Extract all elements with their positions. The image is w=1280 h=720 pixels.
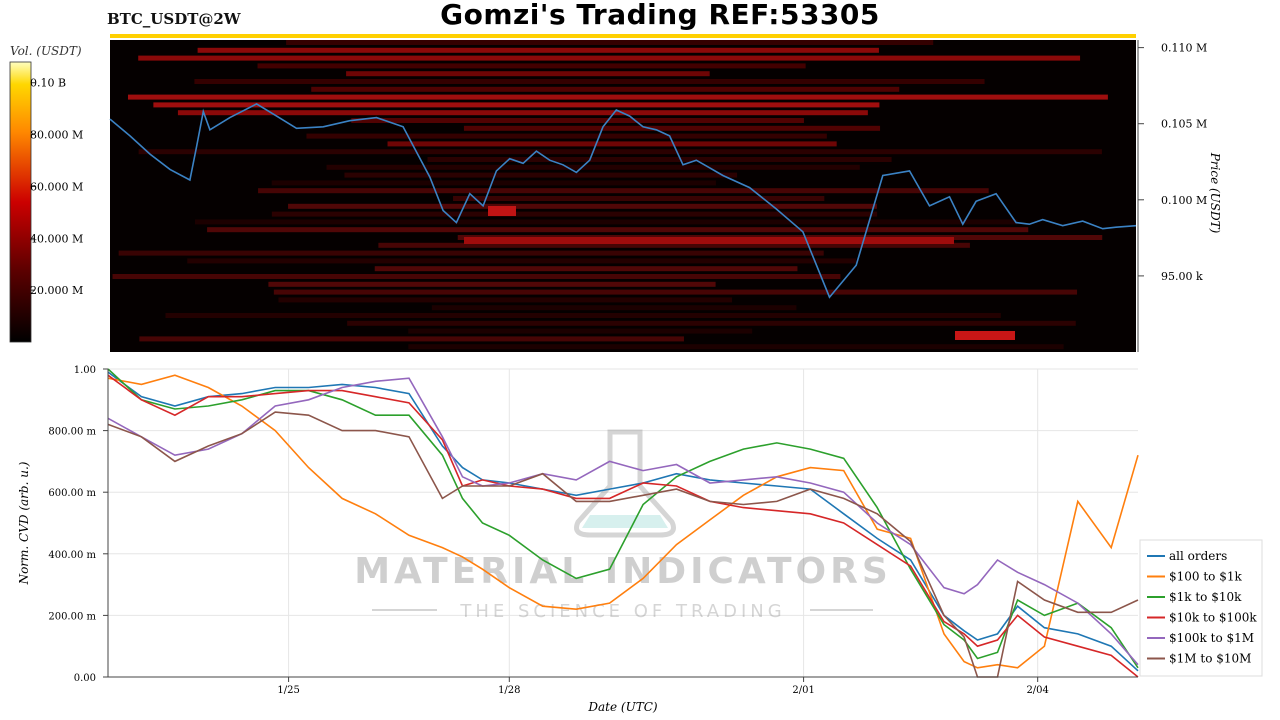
cvd-y-tick-label: 600.00 m [48, 488, 96, 499]
watermark-flask-icon [574, 429, 676, 538]
colorbar-tick-label: 20.000 M [30, 284, 83, 297]
heatmap-band [207, 227, 1029, 233]
heatmap-band [326, 164, 860, 170]
heatmap-band [258, 188, 989, 194]
heatmap-band [127, 94, 1108, 100]
heatmap-band [347, 320, 1076, 326]
heatmap-panel [110, 40, 1136, 352]
colorbar-label: Vol. (USDT) [10, 44, 82, 58]
watermark-flask-liquid [582, 515, 668, 528]
legend-entry: all orders [1169, 549, 1227, 563]
watermark: MATERIAL INDICATORS THE SCIENCE OF TRADI… [354, 429, 892, 622]
heatmap-band [268, 281, 716, 287]
heatmap-band [311, 86, 900, 92]
colorbar-tick-label: 80.000 M [30, 129, 83, 142]
heatmap-band [177, 110, 868, 116]
colorbar-ticks: 0.10 B 80.000 M 60.000 M 40.000 M 20.000 M [30, 77, 83, 297]
cvd-series-lines [107, 368, 1139, 678]
price-tick-label: 0.105 M [1161, 118, 1207, 131]
cvd-series--10k-to-100k [107, 374, 1139, 678]
heatmap-band [378, 242, 970, 248]
cvd-y-tick-label: 200.00 m [48, 611, 96, 622]
heatmap-band [165, 313, 1001, 318]
heatmap-bands [112, 40, 1108, 350]
heatmap-band [463, 125, 881, 131]
cvd-x-tick-label: 2/04 [1026, 685, 1048, 696]
heatmap-band [286, 40, 934, 45]
cvd-x-tick-label: 1/25 [277, 685, 299, 696]
watermark-subtitle: THE SCIENCE OF TRADING [459, 601, 785, 622]
heatmap-band [464, 237, 954, 244]
cvd-series--1k-to-10k [107, 368, 1139, 669]
cvd-x-tick-label: 2/01 [792, 685, 814, 696]
heatmap-band [306, 133, 827, 139]
cvd-panel [108, 369, 1138, 677]
heatmap-band [278, 297, 733, 303]
heatmap-band [271, 180, 716, 186]
heatmap-band [257, 63, 806, 69]
colorbar-tick-label: 40.000 M [30, 232, 83, 245]
heatmap-band [453, 196, 825, 201]
heatmap-top-band [110, 34, 1136, 38]
colorbar-tick-label: 60.000 M [30, 180, 83, 193]
price-tick-label: 0.100 M [1161, 194, 1207, 207]
price-axis-ticks: 0.110 M 0.105 M 0.100 M 95.00 k [1138, 42, 1207, 283]
cvd-series--100-to-1k [107, 374, 1139, 669]
legend-entry: $1k to $10k [1169, 590, 1242, 604]
heatmap-band [387, 141, 837, 147]
colorbar-tick-label: 0.10 B [30, 77, 66, 90]
heatmap-band [138, 149, 1102, 155]
legend-entry: $1M to $10M [1169, 652, 1251, 666]
legend-entry: $100 to $1k [1169, 570, 1242, 584]
heatmap-band [194, 79, 985, 84]
heatmap-band [346, 71, 710, 77]
price-axis-label: Price (USDT) [1208, 152, 1222, 234]
heatmap-band [351, 118, 804, 123]
heatmap-band [118, 250, 824, 256]
price-tick-label: 0.110 M [1161, 42, 1207, 55]
cvd-y-tick-label: 1.00 [74, 365, 96, 376]
x-axis-label: Date (UTC) [587, 700, 657, 714]
cvd-y-tick-label: 400.00 m [48, 550, 96, 561]
heatmap-band [112, 274, 841, 279]
legend-items: all orders $100 to $1k $1k to $10k $10k to … [1147, 549, 1257, 666]
heatmap-band [271, 211, 878, 217]
cvd-y-ticks: 1.00 800.00 m 600.00 m 400.00 m 200.00 m 0.00 [48, 365, 108, 684]
price-tick-label: 95.00 k [1161, 270, 1203, 283]
legend-entry: $100k to $1M [1169, 631, 1254, 645]
legend [1139, 539, 1263, 677]
cvd-x-tick-label: 1/28 [498, 685, 520, 696]
heatmap-band [288, 203, 877, 209]
heatmap-band [153, 102, 880, 108]
legend-entry: $10k to $100k [1169, 611, 1257, 625]
watermark-title: MATERIAL INDICATORS [354, 551, 892, 592]
heatmap-band [427, 157, 892, 162]
heatmap-band [374, 266, 798, 272]
heatmap-band [488, 206, 516, 216]
colorbar [9, 61, 32, 343]
heatmap-band [955, 331, 1015, 340]
price-series-line [109, 102, 1137, 299]
ticker-label: BTC_USDT@2W [107, 10, 241, 28]
heatmap-band [194, 219, 1018, 225]
cvd-series--100k-to-1m [107, 377, 1139, 666]
cvd-y-tick-label: 0.00 [74, 673, 96, 684]
heatmap-band [197, 47, 879, 53]
heatmap-band [139, 336, 684, 342]
heatmap-band [408, 328, 753, 334]
heatmap-band [138, 55, 1081, 61]
heatmap-band [431, 305, 797, 311]
chart-title: Gomzi's Trading REF:53305 [440, 0, 880, 31]
heatmap-band [344, 172, 738, 178]
heatmap-band [408, 344, 1064, 350]
cvd-y-tick-label: 800.00 m [48, 427, 96, 438]
heatmap-band [187, 258, 857, 264]
heatmap-band [273, 289, 1078, 295]
cvd-y-axis-label: Norm. CVD (arb. u.) [17, 461, 31, 585]
cvd-x-ticks: 1/25 1/28 2/01 2/04 [277, 677, 1049, 696]
